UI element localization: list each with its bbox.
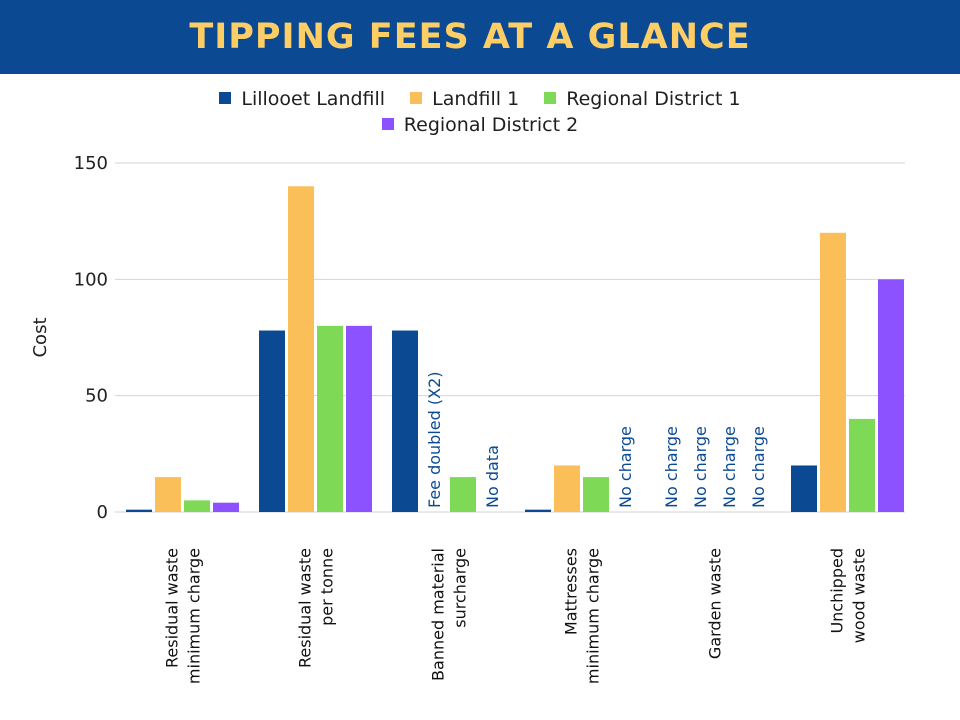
bar-annotation: No data [483,445,502,508]
category-label: Residual waste [296,548,315,668]
chart-legend: Lillooet Landfill Landfill 1 Regional Di… [0,88,960,110]
bar [878,279,904,512]
legend-swatch [410,92,423,104]
bar-annotation: No charge [691,426,710,508]
category-label: minimum charge [185,548,204,684]
bar [392,330,418,512]
bar [126,509,152,512]
bar [554,465,580,512]
legend-label: Regional District 1 [566,88,741,110]
y-axis-label: Cost [30,317,51,357]
legend-item: Landfill 1 [410,88,519,110]
bar [791,465,817,512]
bar-annotation: No charge [720,426,739,508]
y-tick-label: 0 [97,502,108,523]
bar [259,330,285,512]
category-label: wood waste [850,548,869,643]
y-tick-label: 100 [74,269,108,290]
bar [288,186,314,512]
bar [184,500,210,512]
bar [525,509,551,512]
bar-annotation: Fee doubled (X2) [425,372,444,509]
category-label: Banned material [429,548,448,681]
bar-annotation: No charge [616,426,635,508]
bar [583,477,609,512]
bar [317,325,343,512]
bar [820,232,846,513]
bar-annotation: No charge [662,426,681,508]
category-label: Residual waste [163,548,182,668]
legend-item: Regional District 1 [544,88,741,110]
category-label: per tonne [318,548,337,626]
legend-label: Landfill 1 [432,88,520,110]
bar [346,325,372,512]
legend-swatch [219,92,232,104]
category-label: Garden waste [706,548,725,659]
category-label: Unchipped [828,548,847,634]
y-tick-label: 150 [74,153,108,174]
category-label: Mattresses [562,548,581,635]
bar [450,477,476,512]
legend-item: Regional District 2 [381,114,579,136]
legend-label: Lillooet Landfill [241,88,386,110]
bar-annotation: No charge [749,426,768,508]
legend-swatch [544,92,557,104]
chart-legend-row-2: Regional District 2 [0,114,960,136]
bar [849,418,875,512]
header-banner: TIPPING FEES AT A GLANCE [0,0,960,74]
y-tick-label: 50 [85,386,108,407]
bar [155,477,181,512]
page-title: TIPPING FEES AT A GLANCE [189,17,751,57]
legend-item: Lillooet Landfill [219,88,385,110]
category-label: surcharge [451,548,470,628]
category-label: minimum charge [584,548,603,684]
legend-label: Regional District 2 [403,114,579,136]
bar [213,502,239,512]
legend-swatch [381,118,394,130]
